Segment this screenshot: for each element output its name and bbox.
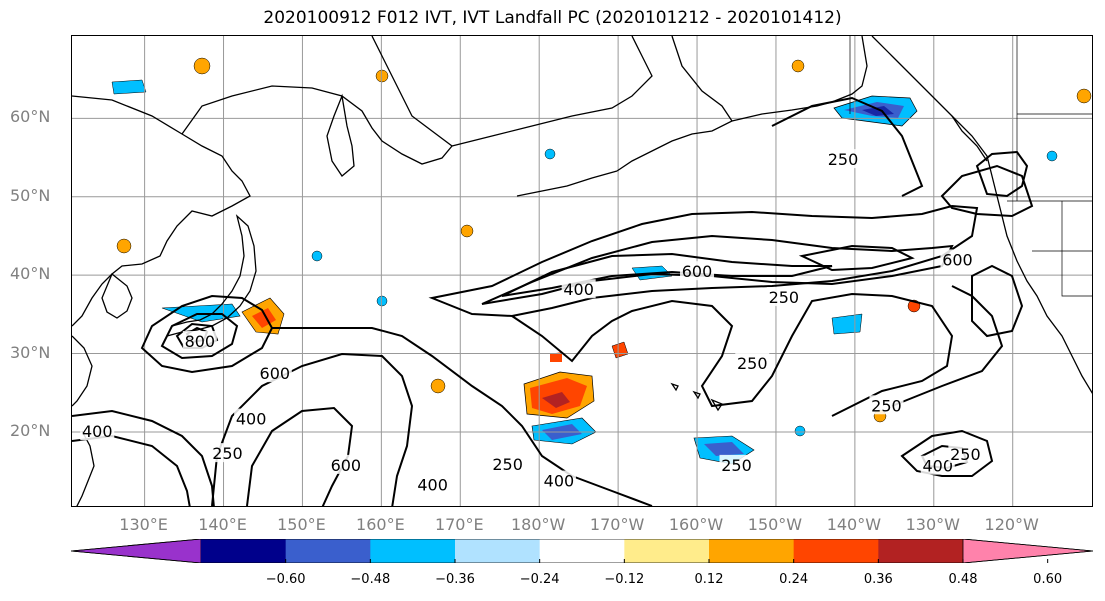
contour-label: 400 bbox=[417, 475, 448, 494]
lon-label: 150°E bbox=[277, 515, 326, 534]
contour-label-background bbox=[719, 454, 754, 474]
colorbar-segment bbox=[201, 539, 287, 563]
colorbar bbox=[71, 539, 1093, 563]
colorbar-tick-label: 0.24 bbox=[779, 572, 809, 587]
lon-label: 170°E bbox=[434, 515, 484, 534]
contour-label: 400 bbox=[544, 472, 575, 491]
contour-label-background bbox=[940, 249, 975, 269]
lat-label: 20°N bbox=[10, 420, 51, 440]
contour-label-background bbox=[735, 352, 770, 372]
colorbar-tick-label: −0.60 bbox=[265, 572, 306, 587]
colorbar-segment bbox=[878, 539, 964, 563]
contour-label-background bbox=[234, 408, 269, 428]
lon-label: 120°W bbox=[984, 515, 1039, 534]
contour-label-background bbox=[826, 149, 861, 169]
contour-label: 250 bbox=[212, 444, 243, 463]
lon-label: 160°E bbox=[356, 515, 405, 534]
contour-label: 400 bbox=[236, 410, 267, 429]
shaded-anomaly-layer bbox=[111, 57, 1092, 465]
lon-label: 130°E bbox=[119, 515, 168, 534]
lat-label: 30°N bbox=[10, 342, 51, 362]
contour-label-background bbox=[869, 395, 904, 415]
colorbar-segment bbox=[709, 539, 795, 563]
contour-label-background bbox=[415, 474, 450, 494]
colorbar-extend-high bbox=[962, 539, 1093, 563]
contour-label: 400 bbox=[82, 422, 113, 441]
colorbar-extend-low bbox=[71, 539, 202, 563]
contour-label-background bbox=[948, 443, 983, 463]
colorbar-tick-label: −0.12 bbox=[604, 572, 645, 587]
colorbar-tick-label: 0.36 bbox=[863, 572, 893, 587]
colorbar-segment bbox=[539, 539, 625, 563]
contour-label-background bbox=[210, 443, 245, 463]
colorbar-tick-label: 0.12 bbox=[694, 572, 724, 587]
lat-label: 60°N bbox=[10, 107, 51, 127]
contour-label-background bbox=[561, 279, 596, 299]
colorbar-segment bbox=[793, 539, 879, 563]
lon-label: 140°E bbox=[198, 515, 247, 534]
contour-label-background bbox=[257, 363, 292, 383]
contour-label: 250 bbox=[950, 445, 981, 464]
contour-label: 250 bbox=[737, 354, 768, 373]
contour-label-background bbox=[920, 455, 955, 475]
colorbar-segment bbox=[455, 539, 541, 563]
colorbar-segment bbox=[624, 539, 710, 563]
contour-label: 600 bbox=[942, 250, 973, 269]
contour-label: 600 bbox=[260, 364, 291, 383]
ivt-contours bbox=[72, 96, 1034, 506]
lon-label: 140°W bbox=[826, 515, 882, 534]
colorbar-tick-label: −0.48 bbox=[350, 572, 391, 587]
lat-label: 40°N bbox=[10, 264, 51, 284]
contour-label-background bbox=[541, 470, 576, 490]
lon-label: 170°W bbox=[589, 515, 645, 534]
lon-label: 180°W bbox=[511, 515, 566, 534]
colorbar-segment bbox=[285, 539, 371, 563]
contour-label: 250 bbox=[769, 288, 800, 307]
contour-label-background bbox=[766, 287, 801, 307]
contour-label: 250 bbox=[721, 456, 752, 475]
contour-label-background bbox=[328, 454, 363, 474]
contour-label: 250 bbox=[492, 455, 523, 474]
colorbar-tick-label: 0.48 bbox=[948, 572, 978, 587]
contour-label: 400 bbox=[563, 280, 594, 299]
lat-label: 50°N bbox=[10, 185, 51, 205]
contour-label-background bbox=[490, 454, 525, 474]
contour-label-background bbox=[680, 261, 715, 281]
map-panel: 600 250 400 600 600 400 400 800 250 600 250 400 400 2… bbox=[71, 35, 1093, 507]
contour-label: 250 bbox=[871, 396, 902, 415]
colorbar-tick-label: −0.36 bbox=[435, 572, 475, 587]
colorbar-tick-label: 0.60 bbox=[1033, 572, 1063, 587]
contour-label: 800 bbox=[185, 332, 216, 351]
contour-label-background bbox=[182, 330, 217, 350]
contour-label: 400 bbox=[922, 457, 953, 476]
map-title: 2020100912 F012 IVT, IVT Landfall PC (20… bbox=[263, 8, 842, 28]
contour-label: 600 bbox=[331, 456, 362, 475]
lon-label: 150°W bbox=[747, 515, 803, 534]
colorbar-tick-label: −0.24 bbox=[519, 572, 560, 587]
colorbar-segment bbox=[370, 539, 456, 563]
lon-label: 130°W bbox=[905, 515, 960, 534]
contour-label: 250 bbox=[828, 150, 859, 169]
contour-label: 600 bbox=[682, 262, 713, 281]
lon-label: 160°W bbox=[668, 515, 724, 534]
contour-label-background bbox=[80, 421, 115, 441]
